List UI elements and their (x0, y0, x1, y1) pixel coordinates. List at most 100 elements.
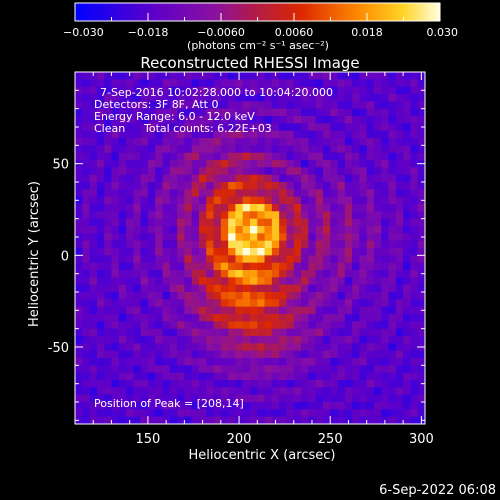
heatmap-cell (308, 262, 316, 271)
heatmap-cell (395, 387, 404, 395)
heatmap-cell (162, 358, 171, 366)
heatmap-cell (257, 218, 265, 227)
heatmap-cell (82, 380, 90, 388)
heatmap-cell (410, 321, 419, 329)
heatmap-cell (206, 336, 214, 344)
heatmap-cell (75, 365, 83, 373)
heatmap-cell (301, 299, 309, 307)
heatmap-cell (257, 182, 265, 190)
heatmap-cell (344, 108, 353, 117)
heatmap-cell (330, 336, 338, 344)
heatmap-cell (242, 204, 251, 212)
heatmap-cell (250, 138, 258, 146)
heatmap-cell (140, 336, 149, 344)
heatmap-cell (359, 387, 367, 395)
heatmap-cell (96, 138, 105, 146)
heatmap-cell (279, 277, 287, 285)
heatmap-cell (184, 248, 192, 256)
heatmap-cell (184, 262, 192, 271)
heatmap-cell (322, 108, 331, 117)
heatmap-cell (191, 160, 200, 168)
heatmap-cell (308, 226, 316, 234)
heatmap-cell (140, 416, 149, 424)
heatmap-cell (293, 211, 302, 219)
heatmap-cell (271, 277, 280, 285)
heatmap-cell (395, 211, 404, 219)
heatmap-cell (228, 336, 236, 344)
heatmap-cell (118, 387, 127, 395)
heatmap-cell (315, 248, 324, 256)
heatmap-cell (82, 196, 90, 205)
heatmap-cell (184, 130, 192, 139)
heatmap-cell (359, 167, 367, 175)
heatmap-cell (366, 152, 375, 161)
heatmap-cell (198, 116, 207, 124)
heatmap-cell (403, 233, 411, 241)
heatmap-cell (293, 79, 302, 87)
heatmap-cell (147, 328, 156, 337)
heatmap-cell (410, 402, 419, 410)
heatmap-cell (344, 336, 353, 344)
heatmap-cell (104, 365, 112, 373)
heatmap-cell (293, 152, 302, 161)
heatmap-cell (111, 116, 120, 124)
heatmap-cell (250, 409, 258, 417)
heatmap-cell (213, 138, 222, 146)
heatmap-cell (140, 314, 149, 322)
heatmap-cell (184, 72, 192, 80)
heatmap-cell (96, 72, 105, 80)
heatmap-cell (286, 116, 295, 124)
heatmap-cell (155, 394, 163, 403)
heatmap-cell (257, 402, 265, 410)
heatmap-cell (133, 277, 141, 285)
heatmap-cell (330, 321, 338, 329)
heatmap-cell (147, 233, 156, 241)
heatmap-cell (235, 380, 244, 388)
heatmap-cell (322, 262, 331, 271)
heatmap-cell (279, 116, 287, 124)
heatmap-cell (147, 108, 156, 117)
heatmap-cell (373, 108, 382, 117)
heatmap-cell (330, 365, 338, 373)
heatmap-cell (330, 277, 338, 285)
heatmap-cell (147, 196, 156, 205)
heatmap-cell (264, 182, 273, 190)
heatmap-cell (395, 292, 404, 300)
heatmap-cell (126, 94, 134, 102)
heatmap-cell (184, 196, 192, 205)
heatmap-cell (381, 255, 389, 263)
heatmap-cell (228, 262, 236, 271)
heatmap-cell (337, 409, 346, 417)
heatmap-cell (250, 233, 258, 241)
heatmap-cell (250, 248, 258, 256)
heatmap-cell (403, 145, 411, 153)
heatmap-cell (352, 101, 360, 109)
heatmap-cell (220, 130, 229, 139)
heatmap-cell (206, 101, 214, 109)
heatmap-cell (293, 123, 302, 131)
heatmap-cell (155, 174, 163, 183)
heatmap-cell (271, 262, 280, 271)
heatmap-cell (410, 372, 419, 381)
heatmap-cell (206, 387, 214, 395)
heatmap-cell (330, 94, 338, 102)
heatmap-cell (242, 79, 251, 87)
heatmap-cell (162, 116, 171, 124)
heatmap-cell (330, 116, 338, 124)
heatmap-cell (228, 123, 236, 131)
heatmap-cell (315, 86, 324, 95)
heatmap-cell (118, 365, 127, 373)
heatmap-cell (133, 350, 141, 359)
heatmap-cell (264, 123, 273, 131)
heatmap-cell (359, 130, 367, 139)
heatmap-cell (162, 336, 171, 344)
heatmap-cell (162, 182, 171, 190)
heatmap-cell (279, 138, 287, 146)
heatmap-cell (366, 328, 375, 337)
heatmap-cell (140, 255, 149, 263)
heatmap-cell (330, 270, 338, 278)
heatmap-cell (191, 394, 200, 403)
heatmap-cell (264, 160, 273, 168)
heatmap-cell (373, 350, 382, 359)
heatmap-cell (352, 130, 360, 139)
